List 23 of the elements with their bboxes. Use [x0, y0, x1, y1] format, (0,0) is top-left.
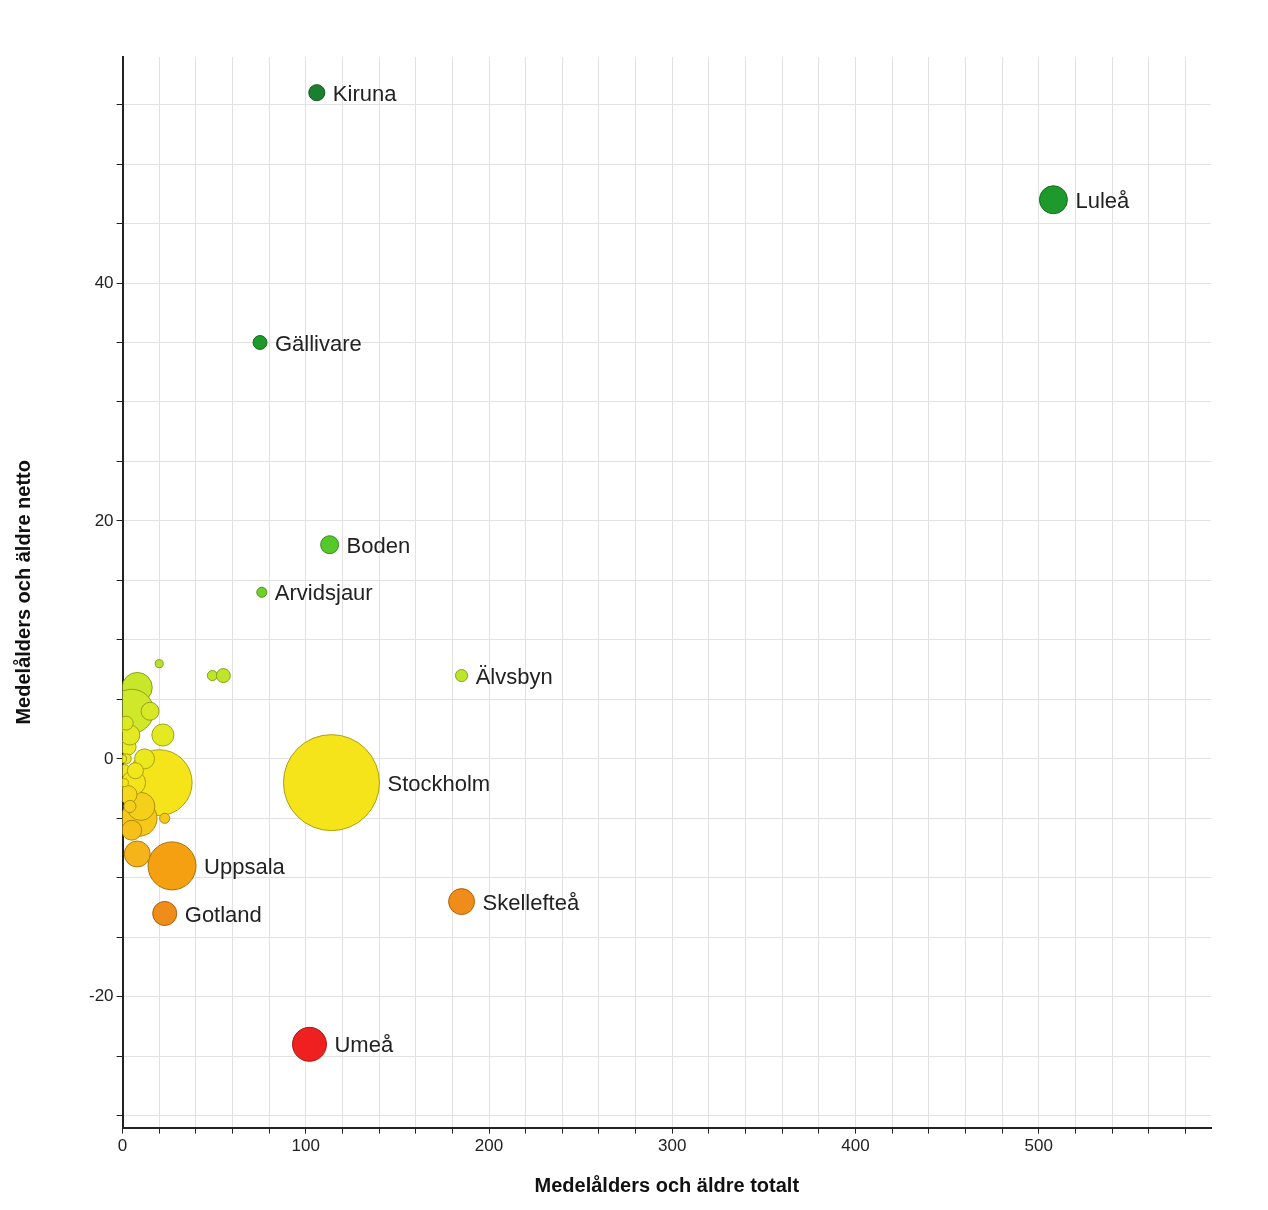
annotation: Kiruna — [332, 80, 398, 106]
annotation: Skellefteå — [482, 889, 580, 915]
x-tick-label: 0 — [117, 1136, 128, 1156]
annotation: Gotland — [184, 901, 262, 927]
y-tick-label: 40 — [94, 272, 114, 292]
y-axis-title: Medelålders och äldre netto — [11, 460, 34, 725]
x-tick-label: 500 — [1024, 1136, 1053, 1156]
annotation: Älvsbyn — [475, 663, 553, 689]
x-tick-label: 300 — [658, 1136, 687, 1156]
annotation: Boden — [346, 532, 411, 558]
annotation: Gällivare — [274, 330, 362, 356]
annotation: Arvidsjaur — [274, 580, 373, 606]
annotation: Umeå — [334, 1032, 394, 1058]
y-tick-label: 20 — [94, 510, 114, 530]
y-tick-label: 0 — [104, 748, 114, 768]
annotation: Luleå — [1075, 187, 1130, 213]
y-tick-label: -20 — [88, 986, 114, 1006]
annotation: Uppsala — [204, 853, 286, 879]
x-tick-label: 200 — [474, 1136, 504, 1156]
x-tick-label: 100 — [291, 1136, 320, 1156]
x-axis-title: Medelålders och äldre totalt — [534, 1173, 800, 1196]
annotation: Stockholm — [387, 770, 491, 796]
x-tick-label: 400 — [841, 1136, 870, 1156]
